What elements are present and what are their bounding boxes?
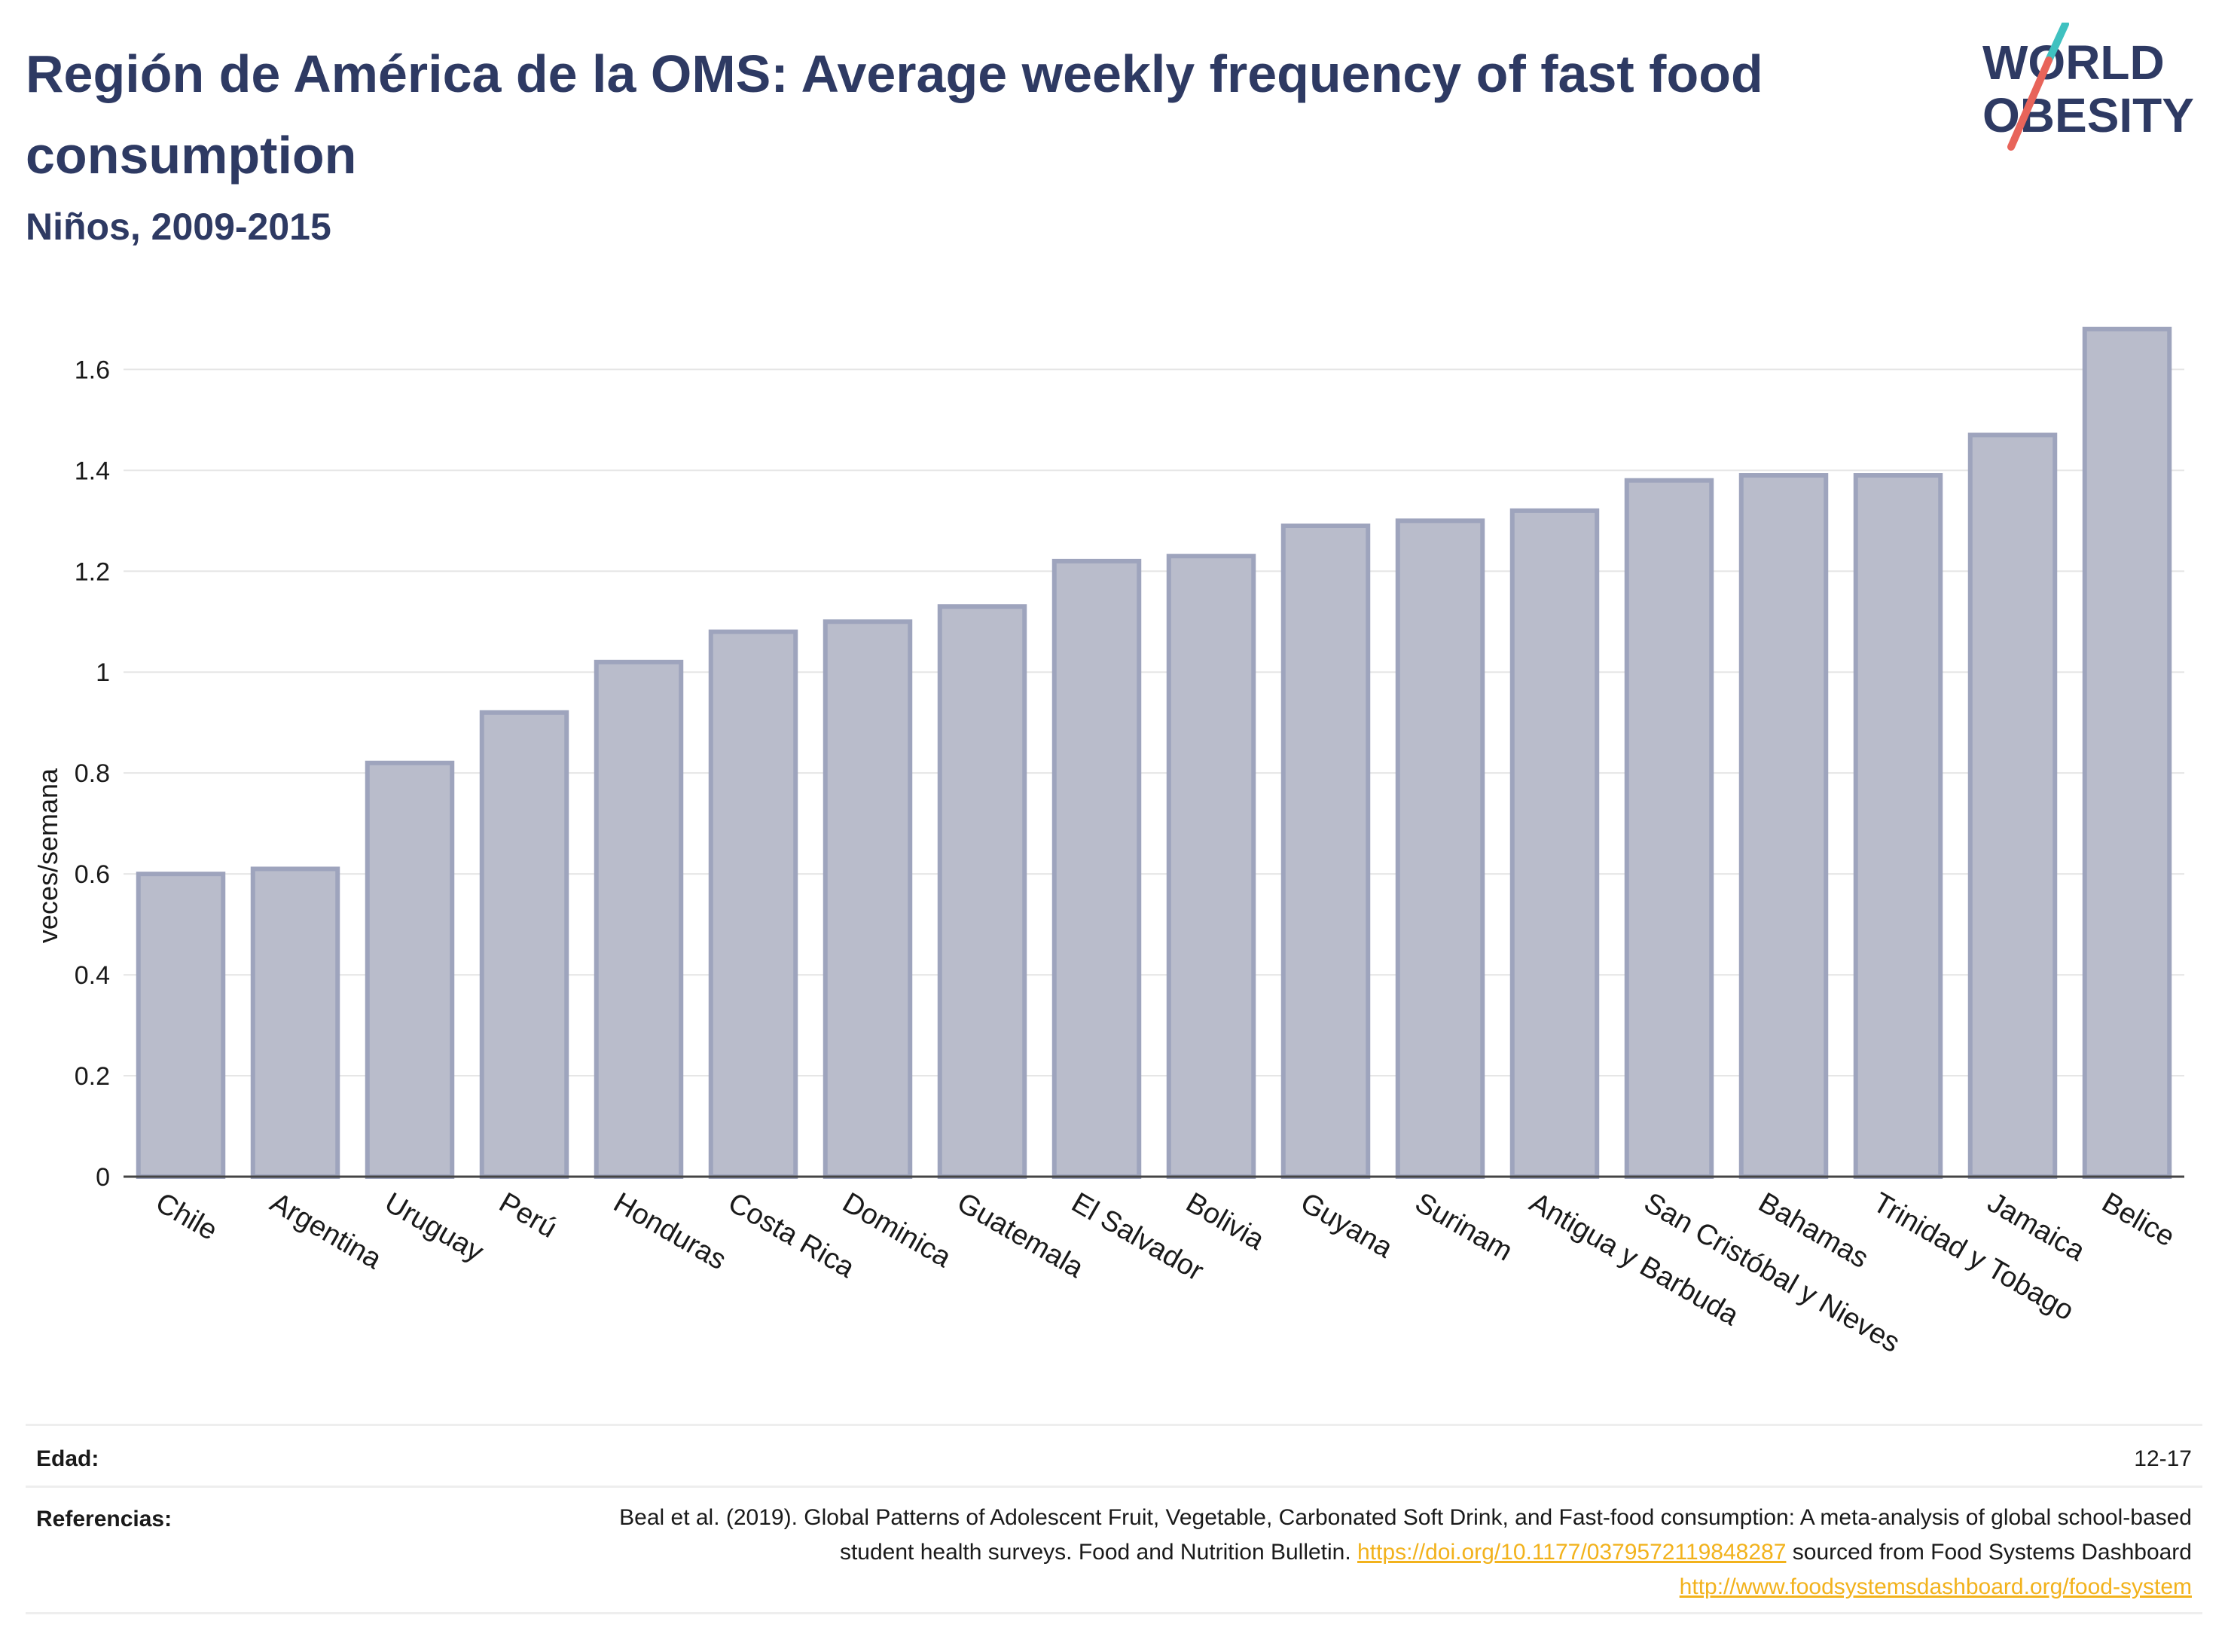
x-tick-label: Trinidad y Tobago <box>1868 1186 2080 1327</box>
x-tick-label: Guyana <box>1296 1186 1399 1264</box>
y-tick-label: 1.2 <box>75 557 110 586</box>
x-tick-label: Perú <box>494 1186 563 1244</box>
bar <box>1280 524 1371 1179</box>
y-tick-label: 0.4 <box>75 961 110 990</box>
x-tick-label: Guatemala <box>952 1186 1090 1284</box>
logo-slash-bottom <box>2007 56 2053 151</box>
age-value: 12-17 <box>2134 1446 2192 1471</box>
meta-divider-top <box>26 1424 2202 1426</box>
y-tick-label: 1.6 <box>75 356 110 384</box>
bar <box>594 659 684 1179</box>
bar <box>1624 478 1714 1179</box>
y-tick-label: 0.8 <box>75 759 110 788</box>
y-axis-label: veces/semana <box>32 768 63 943</box>
chart-subtitle: Niños, 2009-2015 <box>26 206 331 248</box>
bar <box>250 866 340 1179</box>
x-tick-label: Honduras <box>609 1186 732 1276</box>
meta-divider-middle <box>26 1486 2202 1488</box>
logo-slash-top <box>2045 23 2069 64</box>
bar <box>1853 473 1943 1179</box>
bar <box>1395 518 1485 1180</box>
y-tick-label: 1.4 <box>75 457 110 485</box>
bar <box>365 760 455 1179</box>
x-tick-label: Bolivia <box>1181 1186 1271 1257</box>
bar <box>823 619 913 1180</box>
doi-link[interactable]: https://doi.org/10.1177/0379572119848287 <box>1357 1540 1787 1565</box>
x-tick-label: Costa Rica <box>723 1186 861 1284</box>
bar <box>937 604 1027 1179</box>
bar <box>1051 558 1142 1179</box>
x-tick-label: Chile <box>151 1186 223 1247</box>
y-tick-label: 0.2 <box>75 1062 110 1091</box>
references-citation: Beal et al. (2019). Global Patterns of A… <box>619 1505 2192 1565</box>
bar <box>1967 432 2058 1180</box>
references-label: Referencias: <box>36 1507 172 1531</box>
bar <box>1738 473 1829 1179</box>
x-tick-label: Belice <box>2097 1186 2181 1253</box>
meta-divider-bottom <box>26 1612 2202 1614</box>
y-tick-label: 0.6 <box>75 860 110 889</box>
bar-chart: 0 0.2 0.4 0.6 0.8 1 1.2 1.4 1.6 Chile ArgentinaUr… <box>32 326 2184 1359</box>
y-tick-label: 0 <box>96 1163 110 1192</box>
bar <box>479 710 569 1179</box>
bar <box>2082 326 2172 1180</box>
bar <box>1509 508 1600 1179</box>
references-source: sourced from Food Systems Dashboard <box>1786 1540 2192 1565</box>
age-label: Edad: <box>36 1446 99 1471</box>
references-text: Beal et al. (2019). Global Patterns of A… <box>580 1501 2192 1605</box>
bars <box>136 326 2172 1180</box>
bar <box>1166 554 1256 1179</box>
world-obesity-logo: WORLD OBESITY <box>1982 23 2194 151</box>
y-tick-label: 1 <box>96 658 110 687</box>
dashboard-link[interactable]: http://www.foodsystemsdashboard.org/food… <box>1679 1574 2192 1599</box>
bar <box>708 629 798 1179</box>
x-tick-label: Antigua y Barbuda <box>1525 1186 1745 1332</box>
x-tick-label: Argentina <box>265 1186 388 1275</box>
x-tick-label: Uruguay <box>380 1186 489 1268</box>
y-axis-ticks: 0 0.2 0.4 0.6 0.8 1 1.2 1.4 1.6 <box>75 356 110 1192</box>
chart-title: Región de América de la OMS: Average wee… <box>26 44 1763 185</box>
logo-line1: WORLD <box>1982 35 2165 90</box>
bar <box>136 872 226 1179</box>
x-tick-label: Surinam <box>1410 1186 1518 1267</box>
grid-lines <box>124 368 2184 1077</box>
